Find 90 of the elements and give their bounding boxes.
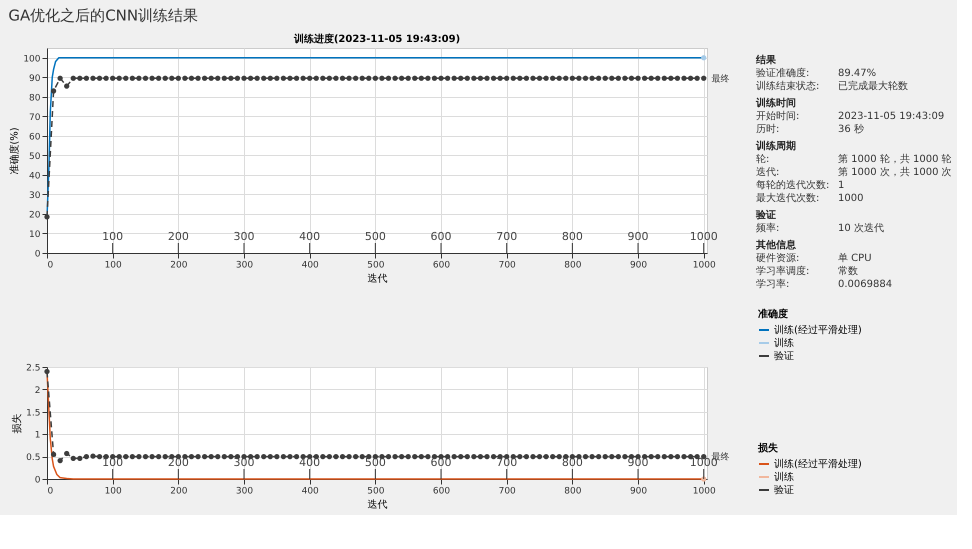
x2-tick-label: 900	[628, 230, 649, 243]
x-tick-label: 100	[104, 260, 122, 270]
y-tick-label: 30	[29, 190, 41, 201]
legend-title: 损失	[757, 442, 779, 454]
text: 其他信息	[755, 239, 797, 251]
x-axis-title: 迭代	[368, 272, 388, 284]
y-tick-label: 2.5	[26, 364, 40, 374]
text: 验证	[755, 209, 776, 221]
text: 训练结束状态: 已完成最大轮数	[756, 81, 908, 92]
text: 验证准确度: 89.47%	[756, 68, 876, 79]
legend-title: 准确度	[758, 308, 788, 320]
x-tick-label: 600	[432, 260, 450, 270]
y-tick-label: 60	[29, 132, 41, 142]
text: 最大迭代次数: 1000	[756, 193, 864, 204]
text: 每轮的迭代次数: 1	[756, 179, 844, 191]
legend-label: 训练	[774, 471, 794, 483]
text: 硬件资源: 单 CPU	[756, 253, 872, 264]
x-tick-label: 0	[48, 260, 54, 270]
x2-tick-label: 900	[628, 456, 649, 469]
legend-label: 验证	[774, 484, 794, 496]
y-tick-label: 0.5	[26, 453, 40, 464]
y-axis-title: 准确度(%)	[8, 127, 20, 175]
x2-tick-label: 400	[299, 456, 320, 469]
y-tick-label: 1.5	[26, 408, 40, 418]
x2-tick-label: 1000	[690, 230, 718, 243]
x-tick-label: 300	[236, 260, 254, 270]
x2-tick-label: 300	[234, 456, 255, 469]
x-tick-label: 1000	[692, 260, 716, 270]
x-tick-label: 100	[104, 486, 122, 496]
y-tick-label: 80	[29, 93, 41, 104]
x2-tick-label: 200	[168, 456, 189, 469]
x-tick-label: 500	[367, 260, 385, 270]
y-tick-label: 90	[29, 74, 41, 84]
text: 频率: 10 次迭代	[756, 223, 884, 234]
text: 学习率调度: 常数	[756, 266, 858, 277]
x2-tick-label: 200	[168, 230, 189, 243]
x2-tick-label: 500	[364, 456, 386, 469]
legend-label: 训练(经过平滑处理)	[774, 324, 862, 336]
x-tick-label: 700	[498, 486, 516, 496]
x2-tick-label: 300	[234, 230, 255, 243]
y-tick-label: 40	[29, 171, 41, 182]
x-tick-label: 0	[48, 486, 54, 496]
x-tick-label: 200	[170, 260, 188, 270]
x-axis-title: 迭代	[368, 498, 388, 510]
text: 学习率: 0.0069884	[756, 279, 892, 290]
x2-tick-label: 100	[102, 230, 124, 243]
text: 训练周期	[755, 140, 796, 152]
x2-tick-label: 800	[562, 456, 583, 469]
x-tick-label: 500	[367, 486, 385, 496]
legend-label: 训练	[774, 337, 794, 349]
x-tick-label: 400	[302, 486, 320, 496]
x-tick-label: 300	[236, 486, 254, 496]
y-tick-label: 10	[29, 230, 41, 240]
y-tick-label: 50	[29, 152, 41, 162]
y-tick-label: 20	[29, 210, 41, 220]
text: 开始时间: 2023-11-05 19:43:09	[756, 111, 944, 122]
x2-tick-label: 500	[364, 230, 386, 243]
y-tick-label: 0	[34, 476, 41, 486]
y-tick-label: 1	[34, 430, 40, 441]
legend-label: 验证	[774, 350, 794, 362]
x2-tick-label: 700	[496, 456, 518, 469]
text: 结果	[755, 54, 777, 66]
x2-tick-label: 700	[496, 230, 518, 243]
y-axis-title: 损失	[11, 414, 24, 434]
x-tick-label: 1000	[692, 486, 716, 496]
x-tick-label: 200	[170, 486, 188, 496]
chart-subtitle: 训练进度(2023-11-05 19:43:09)	[292, 33, 460, 45]
x2-tick-label: 800	[562, 230, 583, 243]
text: 训练时间	[755, 97, 796, 109]
chart-title: GA优化之后的CNN训练结果	[8, 6, 198, 24]
x-tick-label: 800	[564, 260, 582, 270]
x2-tick-label: 100	[102, 456, 124, 469]
y-tick-label: 0	[34, 250, 41, 260]
x2-tick-label: 600	[430, 230, 452, 243]
x2-tick-label: 400	[299, 230, 320, 243]
text: 轮: 第 1000 轮，共 1000 轮	[756, 154, 952, 165]
x2-tick-label: 600	[430, 456, 452, 469]
x-tick-label: 700	[498, 260, 516, 270]
x-tick-label: 800	[564, 486, 582, 496]
annotation: 最终	[712, 73, 730, 84]
x-tick-label: 900	[630, 260, 648, 270]
x-tick-label: 900	[630, 486, 648, 496]
text: 历时: 36 秒	[756, 124, 864, 135]
legend-label: 训练(经过平滑处理)	[774, 458, 862, 470]
y-tick-label: 70	[29, 112, 41, 123]
y-tick-label: 100	[23, 54, 41, 64]
x-tick-label: 600	[432, 486, 450, 496]
y-tick-label: 2	[34, 386, 40, 396]
text: 迭代: 第 1000 次，共 1000 次	[756, 167, 952, 178]
x-tick-label: 400	[302, 260, 320, 270]
